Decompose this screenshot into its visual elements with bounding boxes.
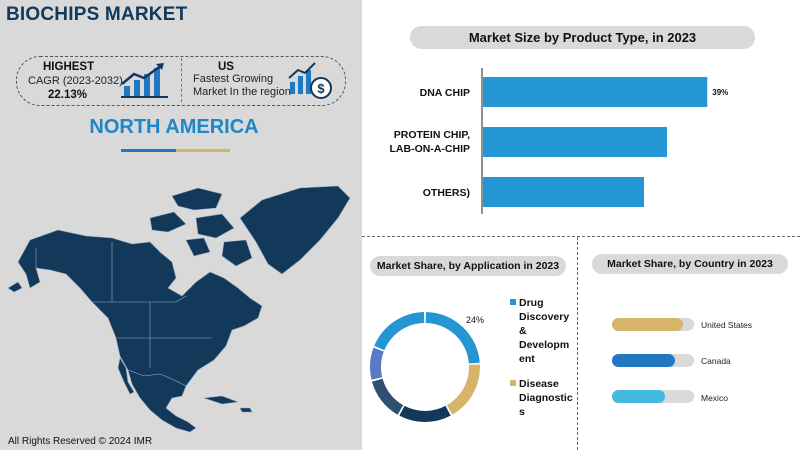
product-bar-chart: 39% — [481, 68, 728, 214]
stats-divider — [181, 58, 182, 102]
legend-disease-line2: Diagnostic — [519, 392, 573, 404]
country-track-mexico — [612, 390, 694, 403]
cagr-heading: HIGHEST — [43, 61, 95, 73]
growth-chart-icon — [121, 63, 168, 98]
fastest-line-2: Market In the region — [193, 86, 291, 98]
legend-swatch-gold — [510, 380, 516, 386]
product-label-dna: DNA CHIP — [419, 87, 470, 99]
donut-segment-3 — [371, 378, 404, 415]
fastest-line-1: Fastest Growing — [193, 73, 274, 85]
region-title: NORTH AMERICA — [89, 116, 259, 138]
vertical-separator — [577, 237, 578, 450]
product-label-protein: PROTEIN CHIP, LAB-ON-A-CHIP — [340, 128, 471, 156]
product-label-protein-line2: LAB-ON-A-CHIP — [389, 143, 471, 155]
product-bar-label-0: 39% — [712, 88, 728, 97]
cagr-period: CAGR (2023-2032) — [28, 75, 123, 87]
country-track-canada — [612, 354, 694, 367]
product-label-protein-line1: PROTEIN CHIP, — [393, 129, 470, 141]
dollar-growth-icon: $ — [288, 62, 332, 99]
country-chart-title: Market Share, by Country in 2023 — [592, 254, 788, 274]
product-label-others: OTHERS) — [422, 187, 470, 199]
product-bar-1 — [483, 127, 667, 157]
legend-disease-diagnostics: Disease Diagnostic s — [510, 377, 580, 419]
legend-drug-line2: Discovery — [519, 311, 570, 323]
legend-disease-line3: s — [519, 406, 525, 418]
region-underline-blue — [121, 149, 176, 152]
country-label-mexico: Mexico — [701, 393, 728, 403]
country-track-us — [612, 318, 694, 331]
legend-drug-line3: & — [519, 325, 527, 337]
cagr-value: 22.13% — [48, 89, 88, 101]
region-underline-gold — [176, 149, 230, 152]
legend-drug-line4: Developm — [519, 339, 570, 351]
page-title: BIOCHIPS MARKET — [6, 4, 188, 25]
country-label-us: United States — [701, 320, 753, 330]
svg-text:$: $ — [317, 81, 325, 96]
copyright-text: All Rights Reserved © 2024 IMR — [8, 436, 153, 447]
stats-box — [16, 56, 346, 106]
product-bar-0 — [483, 77, 708, 107]
donut-segment-4 — [370, 347, 384, 380]
country-bar-mexico — [612, 390, 666, 403]
donut-segment-5 — [374, 312, 425, 351]
country-bar-canada — [612, 354, 676, 367]
product-bar-2 — [483, 177, 644, 207]
horizontal-separator — [362, 236, 800, 237]
application-donut-chart — [370, 312, 480, 422]
north-america-map — [7, 185, 351, 433]
fastest-country: US — [218, 61, 234, 73]
country-bar-us — [612, 318, 683, 331]
donut-segment-2 — [399, 405, 451, 422]
donut-segment-0 — [425, 312, 480, 364]
product-chart-title: Market Size by Product Type, in 2023 — [410, 26, 755, 49]
donut-segment-1 — [446, 364, 480, 415]
legend-swatch-blue — [510, 299, 516, 305]
donut-data-label-24: 24% — [466, 315, 485, 325]
legend-drug-discovery: Drug Discovery & Developm ent — [510, 296, 580, 366]
legend-drug-line1: Drug — [519, 297, 544, 309]
legend-disease-line1: Disease — [519, 378, 559, 390]
application-chart-title: Market Share, by Application in 2023 — [370, 256, 566, 276]
country-label-canada: Canada — [701, 356, 731, 366]
legend-drug-line5: ent — [519, 353, 535, 365]
